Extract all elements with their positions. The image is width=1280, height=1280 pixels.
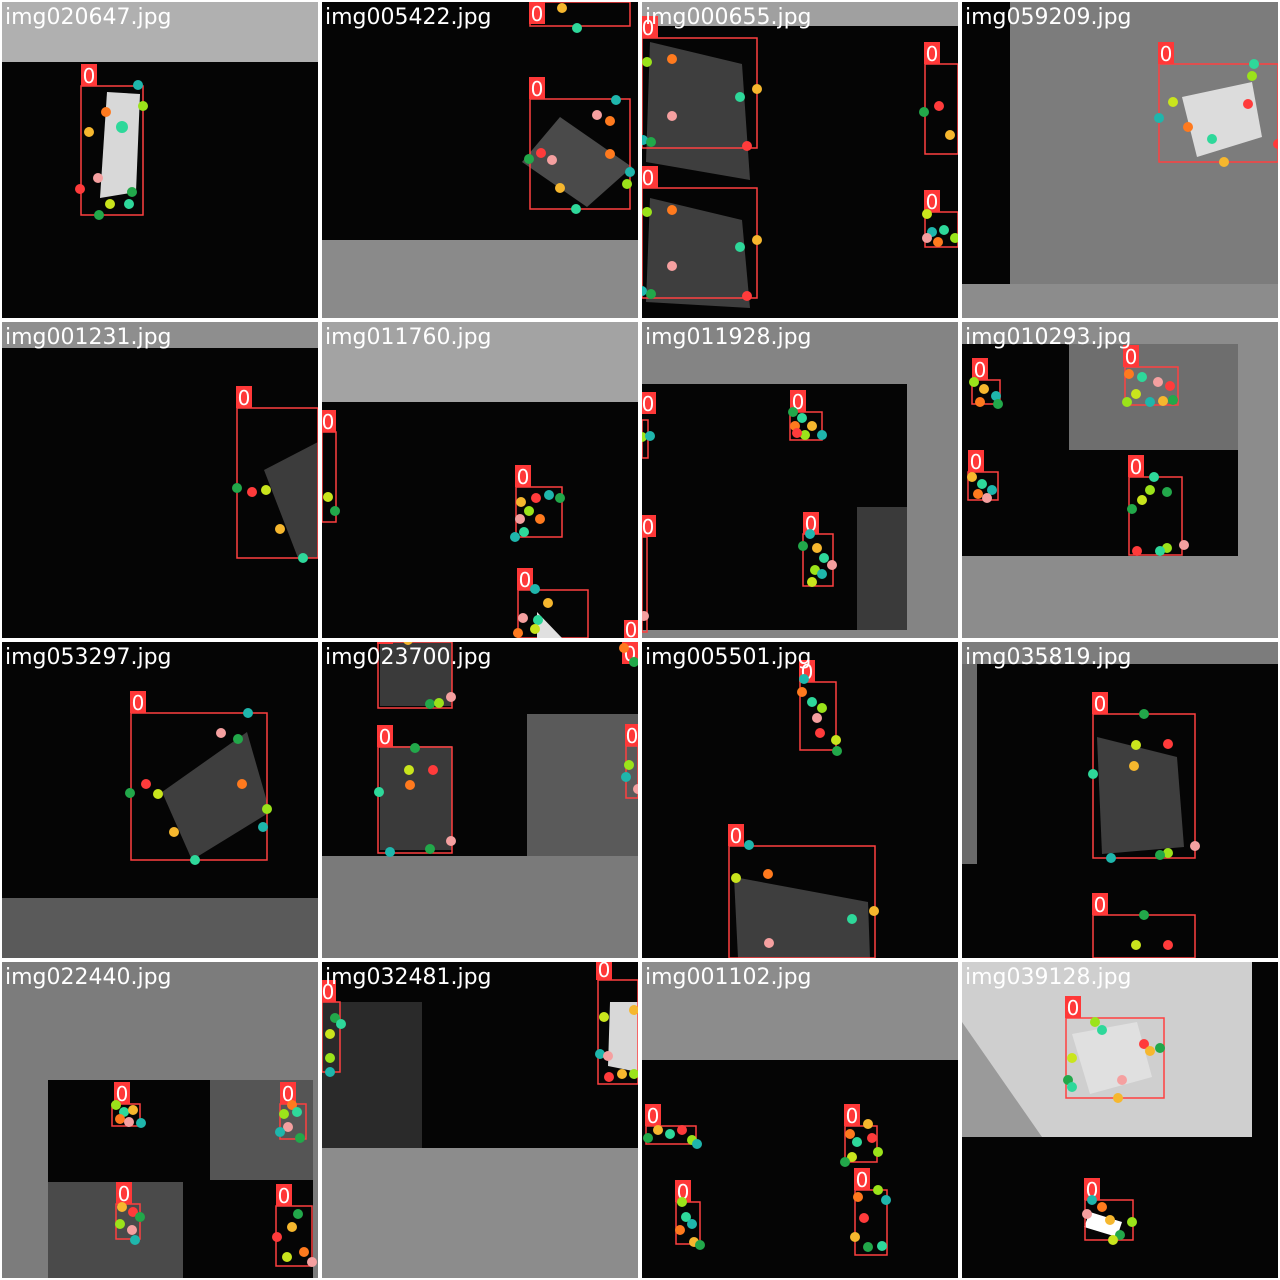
- class-label: 0: [926, 42, 939, 66]
- keypoints: [232, 483, 308, 563]
- tile-4: 0 img059209.jpg: [962, 2, 1278, 318]
- class-label: 0: [519, 568, 532, 592]
- tile-11-canvas: 0 0: [642, 642, 958, 958]
- class-label: 0: [83, 64, 96, 88]
- class-label: 0: [531, 2, 544, 26]
- tile-3-canvas: 0 0 0 0: [642, 2, 958, 318]
- tile-7-canvas: 0 0 0 0: [642, 322, 958, 638]
- tile-15-canvas: 0 0 0 0: [642, 962, 958, 1278]
- tile-7: 0 0 0 0 img011928.jpg: [642, 322, 958, 638]
- tile-14-canvas: 0 0: [322, 962, 638, 1278]
- keypoints: [323, 490, 565, 638]
- keypoints: [75, 80, 148, 220]
- class-label: 0: [974, 358, 987, 382]
- class-label: 0: [647, 1104, 660, 1128]
- tile-12-canvas: 0 0: [962, 642, 1278, 958]
- tile-2-canvas: 0 0: [322, 2, 638, 318]
- class-label: 0: [1130, 455, 1143, 479]
- class-label: 0: [846, 1104, 859, 1128]
- tile-6-canvas: 0 0 0 0: [322, 322, 638, 638]
- class-label: 0: [1094, 893, 1107, 917]
- class-label: 0: [625, 618, 638, 638]
- tile-6: 0 0 0 0 img011760.jpg: [322, 322, 638, 638]
- class-label: 0: [642, 16, 654, 40]
- tile-8-canvas: 0 0 0 0: [962, 322, 1278, 638]
- tile-3: 0 0 0 0 img000655.jpg: [642, 2, 958, 318]
- class-label: 0: [118, 1182, 131, 1206]
- keypoints: [111, 1100, 317, 1267]
- class-label: 0: [642, 515, 654, 539]
- tile-14: 0 0 img032481.jpg: [322, 962, 638, 1278]
- tile-8: 0 0 0 0 img010293.jpg: [962, 322, 1278, 638]
- class-label: 0: [238, 386, 251, 410]
- keypoints: [642, 54, 958, 301]
- tile-16-canvas: 0 0: [962, 962, 1278, 1278]
- tile-5: 0 img001231.jpg: [2, 322, 318, 638]
- tile-12: 0 0 img035819.jpg: [962, 642, 1278, 958]
- class-label: 0: [970, 450, 983, 474]
- class-label: 0: [626, 724, 638, 748]
- tile-9-canvas: 0: [2, 642, 318, 958]
- class-label: 0: [282, 1082, 295, 1106]
- keypoints: [967, 369, 1189, 556]
- tile-2: 0 0 img005422.jpg: [322, 2, 638, 318]
- keypoints: [1088, 709, 1200, 950]
- tile-13-canvas: 0 0 0 0: [2, 962, 318, 1278]
- class-label: 0: [132, 691, 145, 715]
- class-label-bg: [81, 64, 97, 86]
- class-label: 0: [926, 190, 939, 214]
- keypoints: [1154, 59, 1278, 167]
- bounding-box: [80, 85, 144, 216]
- tile-9: 0 img053297.jpg: [2, 642, 318, 958]
- class-label: 0: [379, 725, 392, 749]
- tile-1-canvas: 0: [2, 2, 318, 318]
- class-label: 0: [322, 410, 334, 434]
- keypoints: [642, 407, 837, 621]
- class-label: 0: [322, 980, 334, 1004]
- class-label: 0: [517, 465, 530, 489]
- class-label: 0: [1094, 692, 1107, 716]
- tile-13: 0 0 0 0 img022440.jpg: [2, 962, 318, 1278]
- tile-10: 0 0 0 img023700.jpg: [322, 642, 638, 958]
- class-label: 0: [642, 392, 654, 416]
- class-label: 0: [116, 1082, 129, 1106]
- keypoints: [643, 1119, 891, 1252]
- keypoints: [125, 708, 272, 865]
- class-label: 0: [598, 962, 611, 982]
- tile-16: 0 0 img039128.jpg: [962, 962, 1278, 1278]
- class-label: 0: [1067, 996, 1080, 1020]
- class-label: 0: [1160, 42, 1173, 66]
- class-label: 0: [642, 166, 654, 190]
- keypoints: [524, 3, 635, 214]
- tile-4-canvas: 0: [962, 2, 1278, 318]
- keypoints: [1063, 1017, 1165, 1245]
- class-label: 0: [1086, 1178, 1099, 1202]
- tile-11: 0 0 img005501.jpg: [642, 642, 958, 958]
- class-label: 0: [730, 824, 743, 848]
- class-label: 0: [531, 77, 544, 101]
- tile-15: 0 0 0 0 img001102.jpg: [642, 962, 958, 1278]
- class-label: 0: [856, 1168, 869, 1192]
- keypoints: [374, 642, 638, 857]
- tile-1: 0 img020647.jpg: [2, 2, 318, 318]
- keypoints: [325, 1005, 638, 1082]
- tile-5-canvas: 0: [2, 322, 318, 638]
- class-label: 0: [1125, 345, 1138, 369]
- tile-10-canvas: 0 0 0: [322, 642, 638, 958]
- class-label: 0: [278, 1184, 291, 1208]
- keypoints: [731, 674, 879, 948]
